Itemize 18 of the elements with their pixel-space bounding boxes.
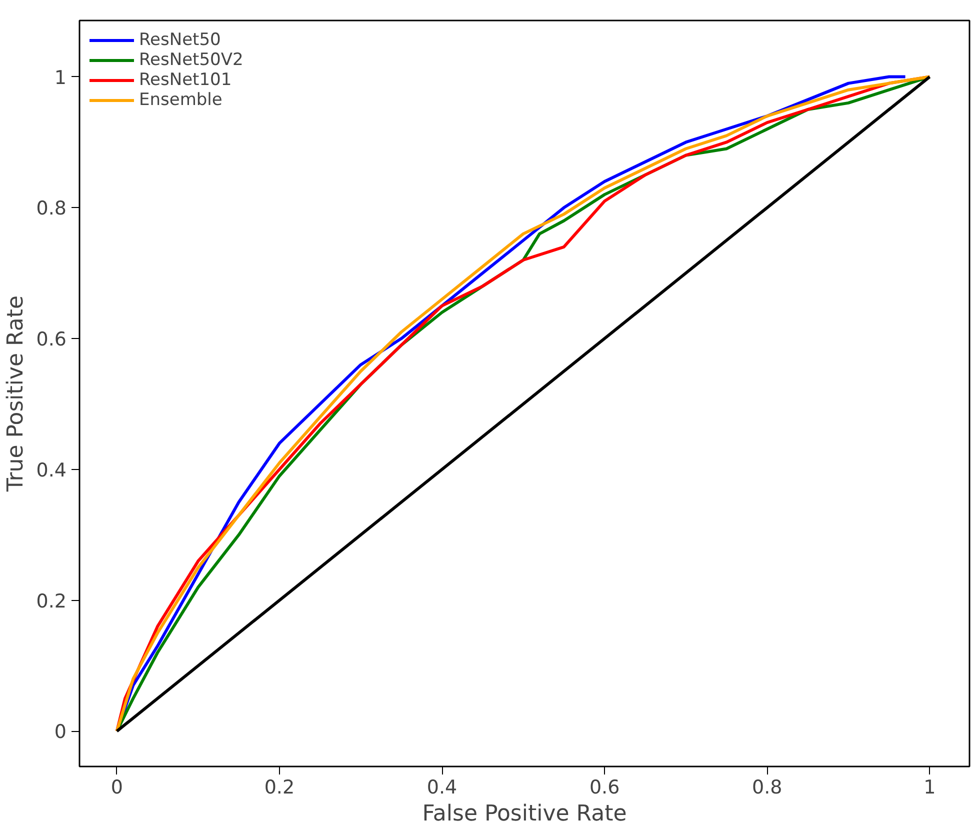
legend-label: ResNet50V2 — [139, 50, 244, 70]
y-axis-title: True Positive Rate — [3, 296, 28, 492]
y-tick-label: 0.6 — [36, 328, 66, 351]
y-tick-label: 0.2 — [36, 590, 66, 612]
x-tick-label: 0 — [110, 776, 123, 798]
y-tick-label: 0 — [54, 721, 67, 744]
legend-label: ResNet50 — [139, 30, 221, 50]
y-tick-label: 0.4 — [36, 459, 66, 482]
legend-label: ResNet101 — [139, 70, 232, 90]
x-tick-label: 1 — [924, 776, 936, 798]
legend-label: Ensemble — [139, 90, 222, 110]
x-tick-label: 0.6 — [589, 776, 620, 798]
y-tick-label: 0.8 — [36, 198, 66, 220]
x-tick-label: 0.4 — [426, 776, 458, 798]
x-axis-title: False Positive Rate — [422, 802, 627, 826]
x-tick-label: 0.2 — [264, 776, 295, 798]
y-tick-label: 1 — [54, 66, 67, 89]
x-tick-label: 0.8 — [752, 776, 782, 798]
